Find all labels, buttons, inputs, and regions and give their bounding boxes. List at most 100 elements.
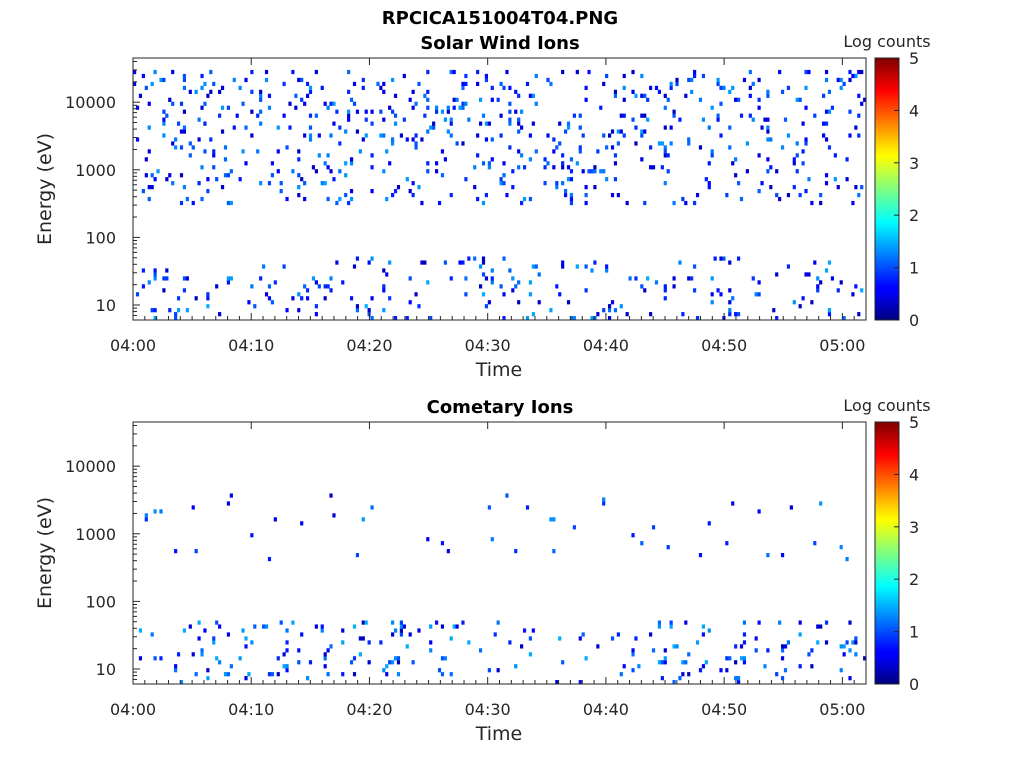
heatmap-cell	[206, 676, 210, 681]
heatmap-cell	[223, 672, 228, 677]
heatmap-cell	[716, 288, 720, 293]
heatmap-cell	[326, 153, 330, 158]
heatmap-cell	[267, 672, 272, 677]
heatmap-cell	[478, 648, 483, 653]
heatmap-cell	[399, 133, 403, 138]
heatmap-cell	[332, 177, 336, 182]
heatmap-cell	[710, 276, 714, 281]
heatmap-cell	[358, 636, 362, 641]
heatmap-cell	[631, 668, 635, 673]
heatmap-cell	[473, 185, 477, 190]
heatmap-cell	[288, 125, 292, 130]
heatmap-cell	[414, 141, 418, 146]
heatmap-cell	[552, 517, 556, 522]
heatmap-cell	[320, 624, 324, 629]
heatmap-cell	[631, 89, 635, 94]
heatmap-cell	[502, 181, 506, 186]
heatmap-cell	[138, 656, 143, 661]
heatmap-cell	[824, 69, 829, 75]
heatmap-cell	[596, 312, 600, 317]
heatmap-cell	[162, 276, 166, 281]
heatmap-cell	[279, 189, 283, 194]
heatmap-cell	[719, 668, 723, 673]
heatmap-cell	[628, 276, 632, 281]
heatmap-cell	[259, 97, 263, 102]
heatmap-cell	[135, 137, 140, 142]
heatmap-cell	[297, 192, 301, 198]
heatmap-cell	[660, 676, 664, 681]
heatmap-cell	[566, 300, 571, 305]
heatmap-cell	[182, 125, 187, 130]
heatmap-cell	[364, 620, 368, 625]
heatmap-cell	[842, 644, 846, 649]
heatmap-cell	[854, 640, 858, 645]
heatmap-cell	[822, 93, 826, 98]
heatmap-cell	[584, 264, 588, 269]
heatmap-cell	[264, 77, 269, 83]
heatmap-cell	[347, 69, 351, 75]
x-axis: 04:00 04:10 04:20 04:30 04:40 04:50 05:00	[110, 422, 867, 719]
heatmap-cell	[766, 93, 770, 98]
heatmap-cell	[801, 296, 805, 301]
heatmap-cell	[314, 113, 318, 118]
heatmap-cell	[607, 133, 612, 138]
heatmap-cell	[669, 85, 673, 91]
heatmap-cell	[745, 141, 749, 146]
heatmap-cell	[795, 141, 799, 146]
heatmap-cell	[305, 296, 310, 301]
heatmap-cell	[693, 73, 697, 79]
heatmap-cell	[622, 113, 626, 118]
heatmap-cell	[716, 77, 720, 83]
heatmap-cell	[707, 181, 711, 186]
heatmap-cell	[649, 85, 653, 91]
heatmap-cell	[564, 192, 568, 198]
heatmap-cell	[338, 125, 342, 130]
heatmap-cell	[672, 680, 676, 685]
heatmap-cell	[520, 125, 524, 130]
heatmap-cell	[522, 628, 527, 633]
heatmap-cell	[613, 177, 618, 182]
heatmap-cell	[411, 181, 415, 186]
heatmap-cell	[393, 189, 398, 194]
heatmap-cell	[496, 97, 500, 102]
heatmap-cell	[778, 620, 782, 625]
heatmap-cell	[786, 192, 791, 198]
x-tick-label: 04:10	[228, 336, 274, 355]
heatmap-cell	[610, 192, 615, 198]
heatmap-cell	[672, 284, 676, 289]
heatmap-cell	[147, 280, 151, 285]
heatmap-cell	[748, 69, 752, 75]
heatmap-cell	[517, 121, 521, 126]
heatmap-cell	[602, 169, 606, 174]
heatmap-cell	[842, 81, 846, 87]
heatmap-cell	[426, 537, 430, 542]
heatmap-cell	[631, 117, 635, 122]
heatmap-cell	[188, 624, 192, 629]
heatmap-cell	[153, 268, 157, 273]
heatmap-cell	[546, 133, 550, 138]
heatmap-cell	[440, 624, 445, 629]
heatmap-cell	[174, 316, 178, 321]
heatmap-cell	[405, 644, 409, 649]
heatmap-cell	[710, 300, 714, 305]
heatmap-cell	[760, 125, 764, 130]
heatmap-cell	[435, 169, 439, 174]
heatmap-cell	[772, 308, 776, 313]
heatmap-cell	[203, 149, 207, 154]
heatmap-cell	[391, 137, 395, 142]
heatmap-cell	[643, 129, 647, 134]
colorbar-ticks: 0 1 2 3 4 5	[894, 49, 919, 330]
heatmap-cell	[440, 656, 445, 661]
heatmap-cell	[646, 117, 650, 122]
heatmap-cell	[364, 133, 368, 138]
heatmap-cell	[446, 549, 450, 554]
heatmap-cell	[461, 260, 465, 265]
heatmap-cell	[549, 308, 553, 313]
colorbar-gradient	[874, 421, 900, 685]
heatmap-cell	[455, 97, 459, 102]
heatmap-cell	[185, 276, 189, 281]
heatmap-cell	[144, 513, 148, 518]
heatmap-cell	[739, 113, 744, 118]
heatmap-cell	[182, 77, 187, 83]
heatmap-cell	[226, 280, 230, 285]
